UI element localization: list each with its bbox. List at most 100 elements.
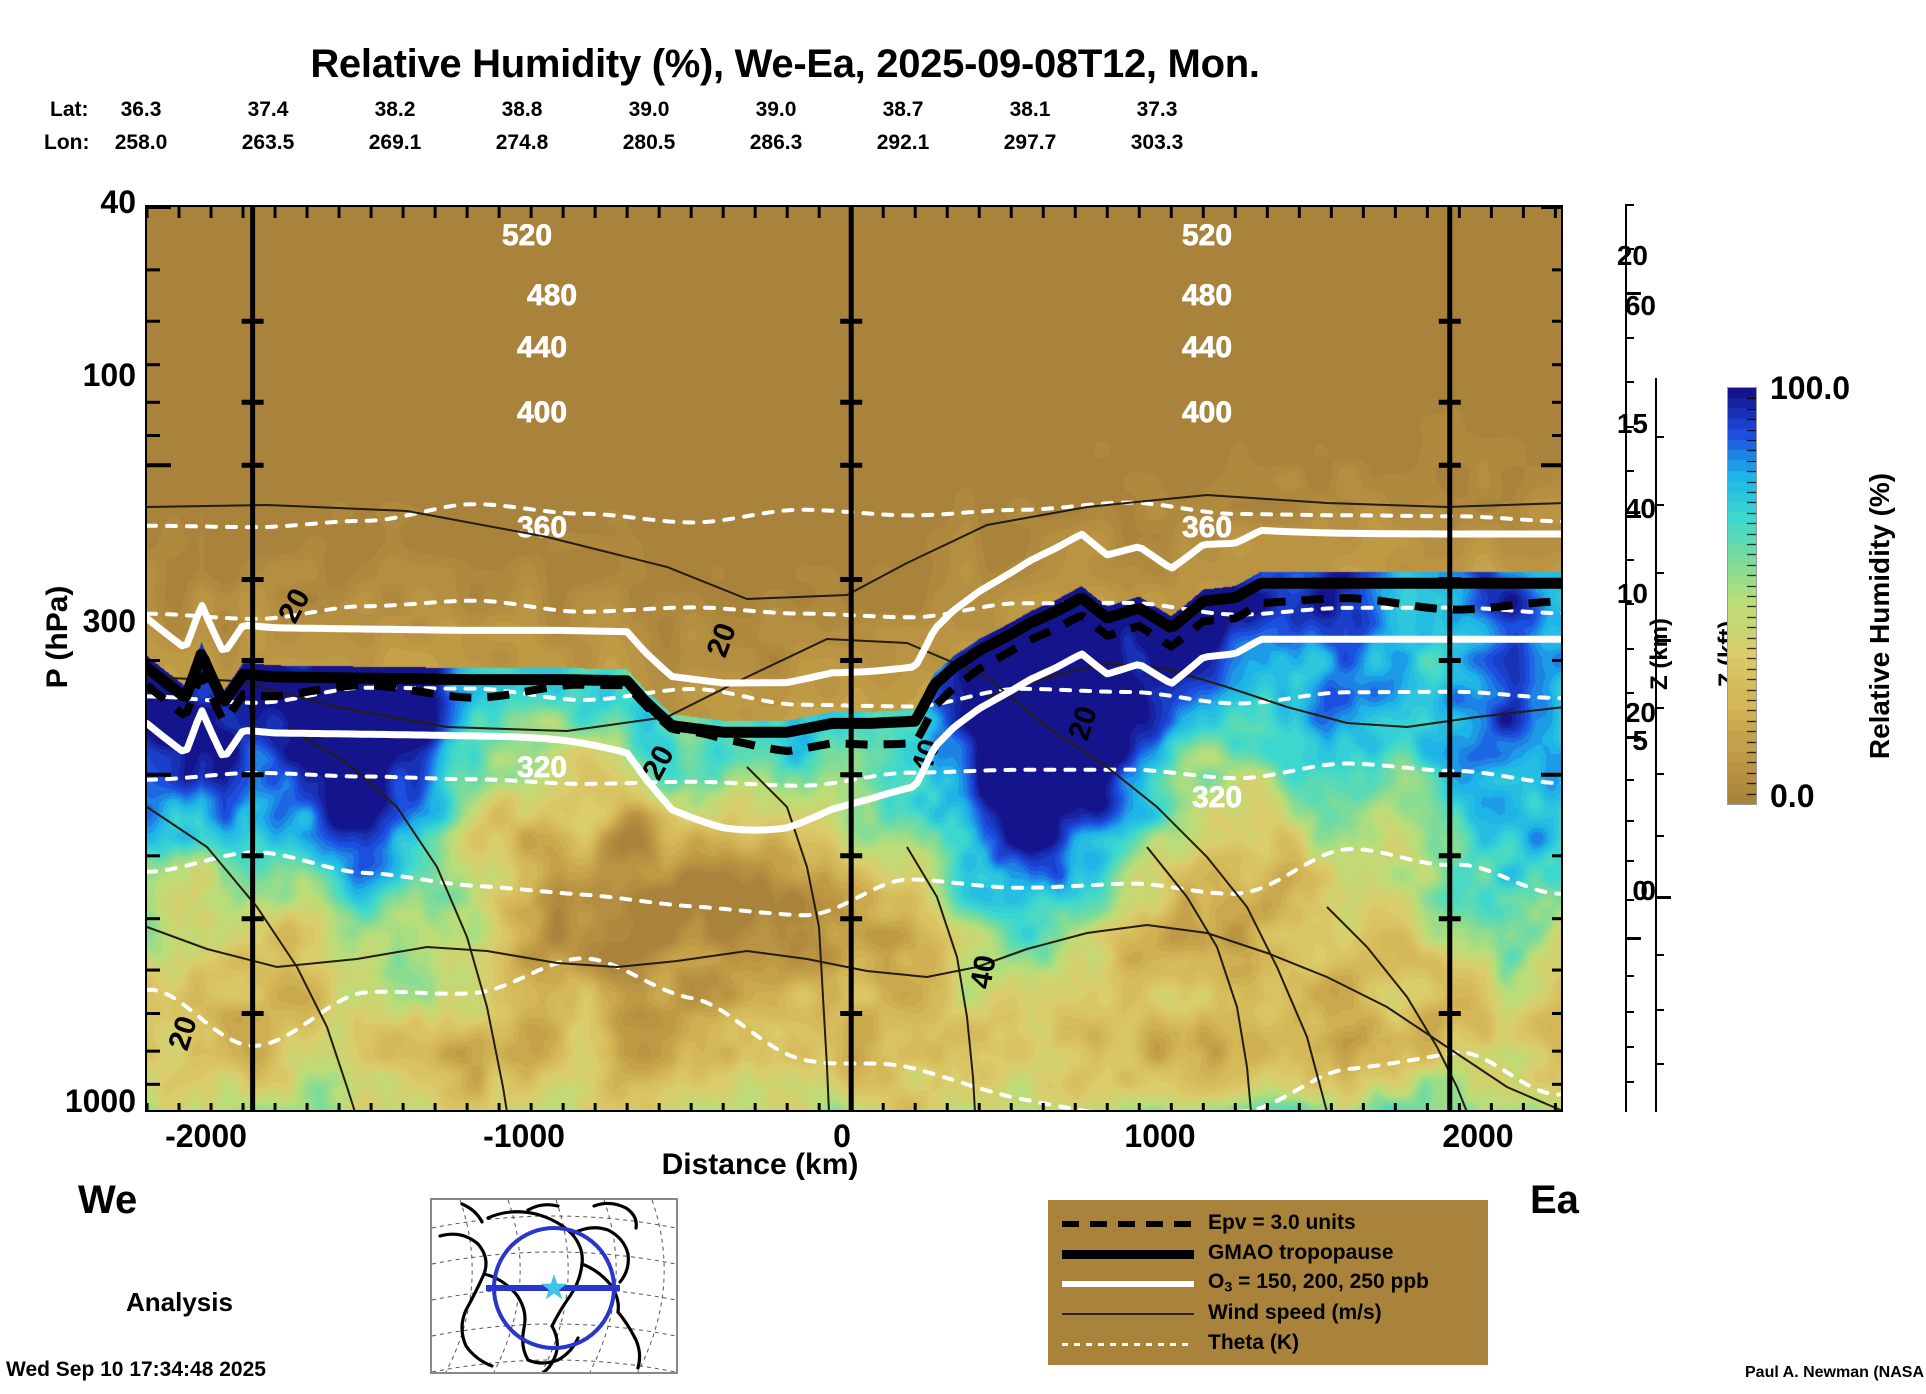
- z-km-tick-mark: [1625, 1080, 1634, 1083]
- windspeed-line-icon: [1062, 1303, 1194, 1323]
- latitude-row: Lat: 36.3 37.4 38.2 38.8 39.0 39.0 38.7 …: [0, 98, 1926, 128]
- page-title: Relative Humidity (%), We-Ea, 2025-09-08…: [310, 42, 1260, 86]
- colorbar-max-label: 100.0: [1770, 370, 1851, 406]
- y-axis-label: P (hPa): [41, 585, 74, 689]
- svg-text:520: 520: [1182, 219, 1232, 252]
- z-km-tick-mark: [1625, 514, 1641, 518]
- ozone-line-icon: [1062, 1273, 1194, 1293]
- lat-value-4: 39.0: [628, 98, 670, 121]
- svg-text:520: 520: [502, 219, 552, 252]
- analysis-label: Analysis: [126, 1287, 233, 1317]
- z-km-tick-15: 15: [1616, 408, 1648, 439]
- inset-map-graphic: [397, 1199, 677, 1374]
- west-endpoint-label: We: [78, 1178, 138, 1222]
- legend-item-theta: Theta (K): [1062, 1328, 1488, 1358]
- z-km-tick-mark: [1625, 778, 1634, 781]
- z-kft-tick-mark: [1655, 953, 1664, 956]
- z-km-tick-mark: [1625, 937, 1641, 941]
- legend-item-tropopause: GMAO tropopause: [1062, 1238, 1488, 1268]
- svg-text:400: 400: [517, 396, 567, 429]
- z-km-tick-mark: [1625, 899, 1634, 902]
- x-tick-zero: 0: [833, 1118, 851, 1154]
- legend-label-ozone: O3 = 150, 200, 250 ppb: [1208, 1270, 1429, 1296]
- x-tick-minus2000: -2000: [165, 1118, 247, 1154]
- legend-box: Epv = 3.0 units GMAO tropopause O3 = 150…: [1048, 1200, 1488, 1365]
- lon-label: Lon:: [44, 131, 90, 154]
- lon-value-0: 258.0: [114, 131, 168, 154]
- z-kft-tick-mark: [1655, 503, 1664, 506]
- colorbar-min-label: 0.0: [1770, 778, 1815, 814]
- z-km-tick-mark: [1625, 1010, 1634, 1013]
- z-kft-tick-mark: [1655, 895, 1671, 899]
- x-tick-1000: 1000: [1124, 1118, 1196, 1154]
- svg-text:400: 400: [1182, 396, 1232, 429]
- lon-value-6: 292.1: [876, 131, 930, 154]
- z-kft-axis-line: [1655, 378, 1657, 1112]
- lon-value-3: 274.8: [495, 131, 549, 154]
- svg-text:40: 40: [964, 953, 1002, 992]
- lat-value-3: 38.8: [501, 98, 543, 121]
- colorbar-label: Relative Humidity (%): [1864, 472, 1895, 760]
- z-km-tick-mark: [1625, 603, 1634, 606]
- z-kft-tick-40: 40: [1624, 493, 1656, 524]
- z-kft-tick-20: 20: [1624, 697, 1656, 728]
- z-kft-tick-mark: [1655, 1009, 1664, 1012]
- z-km-tick-10: 10: [1616, 578, 1648, 609]
- lat-value-0: 36.3: [120, 98, 162, 121]
- legend-label-tropopause: GMAO tropopause: [1208, 1241, 1394, 1264]
- z-kft-tick-mark: [1655, 571, 1664, 574]
- lat-value-2: 38.2: [374, 98, 416, 121]
- z-km-tick-mark: [1625, 336, 1634, 339]
- z-kft-tick-mark: [1655, 639, 1671, 643]
- svg-text:320: 320: [1192, 781, 1242, 814]
- lon-value-1: 263.5: [241, 131, 295, 154]
- legend-item-windspeed: Wind speed (m/s): [1062, 1298, 1488, 1328]
- svg-text:480: 480: [527, 279, 577, 312]
- z-km-tick-mark: [1625, 470, 1634, 473]
- tropopause-line-icon: [1062, 1243, 1194, 1263]
- z-kft-tick-mark: [1655, 1062, 1664, 1065]
- z-kft-tick-0: 0: [1640, 875, 1656, 906]
- svg-text:20: 20: [162, 1012, 204, 1054]
- z-km-tick-mark: [1625, 559, 1634, 562]
- z-km-tick-0: 0: [1632, 875, 1648, 906]
- lon-value-5: 286.3: [749, 131, 803, 154]
- lon-value-7: 297.7: [1003, 131, 1057, 154]
- generation-timestamp: Wed Sep 10 17:34:48 2025: [6, 1358, 266, 1381]
- z-km-tick-mark: [1625, 692, 1634, 695]
- colorbar-gradient: [1728, 388, 1756, 804]
- location-inset-map: [397, 1198, 678, 1374]
- theta-line-icon: [1062, 1333, 1194, 1353]
- z-km-tick-mark: [1625, 819, 1634, 822]
- z-km-tick-mark: [1625, 425, 1634, 428]
- y-tick-1000: 1000: [64, 1083, 136, 1119]
- svg-text:20: 20: [272, 583, 317, 628]
- x-tick-minus1000: -1000: [483, 1118, 565, 1154]
- colorbar: [1727, 387, 1757, 805]
- z-km-tick-mark: [1625, 292, 1641, 296]
- lat-value-8: 37.3: [1136, 98, 1178, 121]
- y-tick-300: 300: [82, 603, 136, 639]
- z-km-tick-mark: [1625, 974, 1634, 977]
- z-km-tick-mark: [1625, 1046, 1634, 1049]
- z-kft-tick-mark: [1655, 772, 1664, 775]
- legend-label-epv: Epv = 3.0 units: [1208, 1211, 1356, 1234]
- lon-value-8: 303.3: [1130, 131, 1184, 154]
- svg-text:360: 360: [517, 511, 567, 544]
- svg-text:360: 360: [1182, 511, 1232, 544]
- z-km-tick-20: 20: [1616, 240, 1648, 271]
- z-kft-tick-mark: [1655, 707, 1664, 710]
- x-tick-2000: 2000: [1442, 1118, 1514, 1154]
- svg-text:20: 20: [1062, 702, 1104, 744]
- z-km-tick-mark: [1625, 248, 1634, 250]
- z-km-tick-mark: [1625, 860, 1634, 863]
- legend-label-windspeed: Wind speed (m/s): [1208, 1301, 1382, 1324]
- legend-label-theta: Theta (K): [1208, 1331, 1299, 1354]
- svg-text:440: 440: [1182, 331, 1232, 364]
- contour-overlays: 520 480 440 400 360 320 520 480 440 400 360 320 20 20…: [147, 207, 1561, 1110]
- lon-value-2: 269.1: [368, 131, 422, 154]
- y-tick-100: 100: [82, 357, 136, 393]
- epv-line-icon: [1062, 1213, 1194, 1233]
- svg-text:320: 320: [517, 751, 567, 784]
- z-km-tick-mark: [1625, 203, 1634, 206]
